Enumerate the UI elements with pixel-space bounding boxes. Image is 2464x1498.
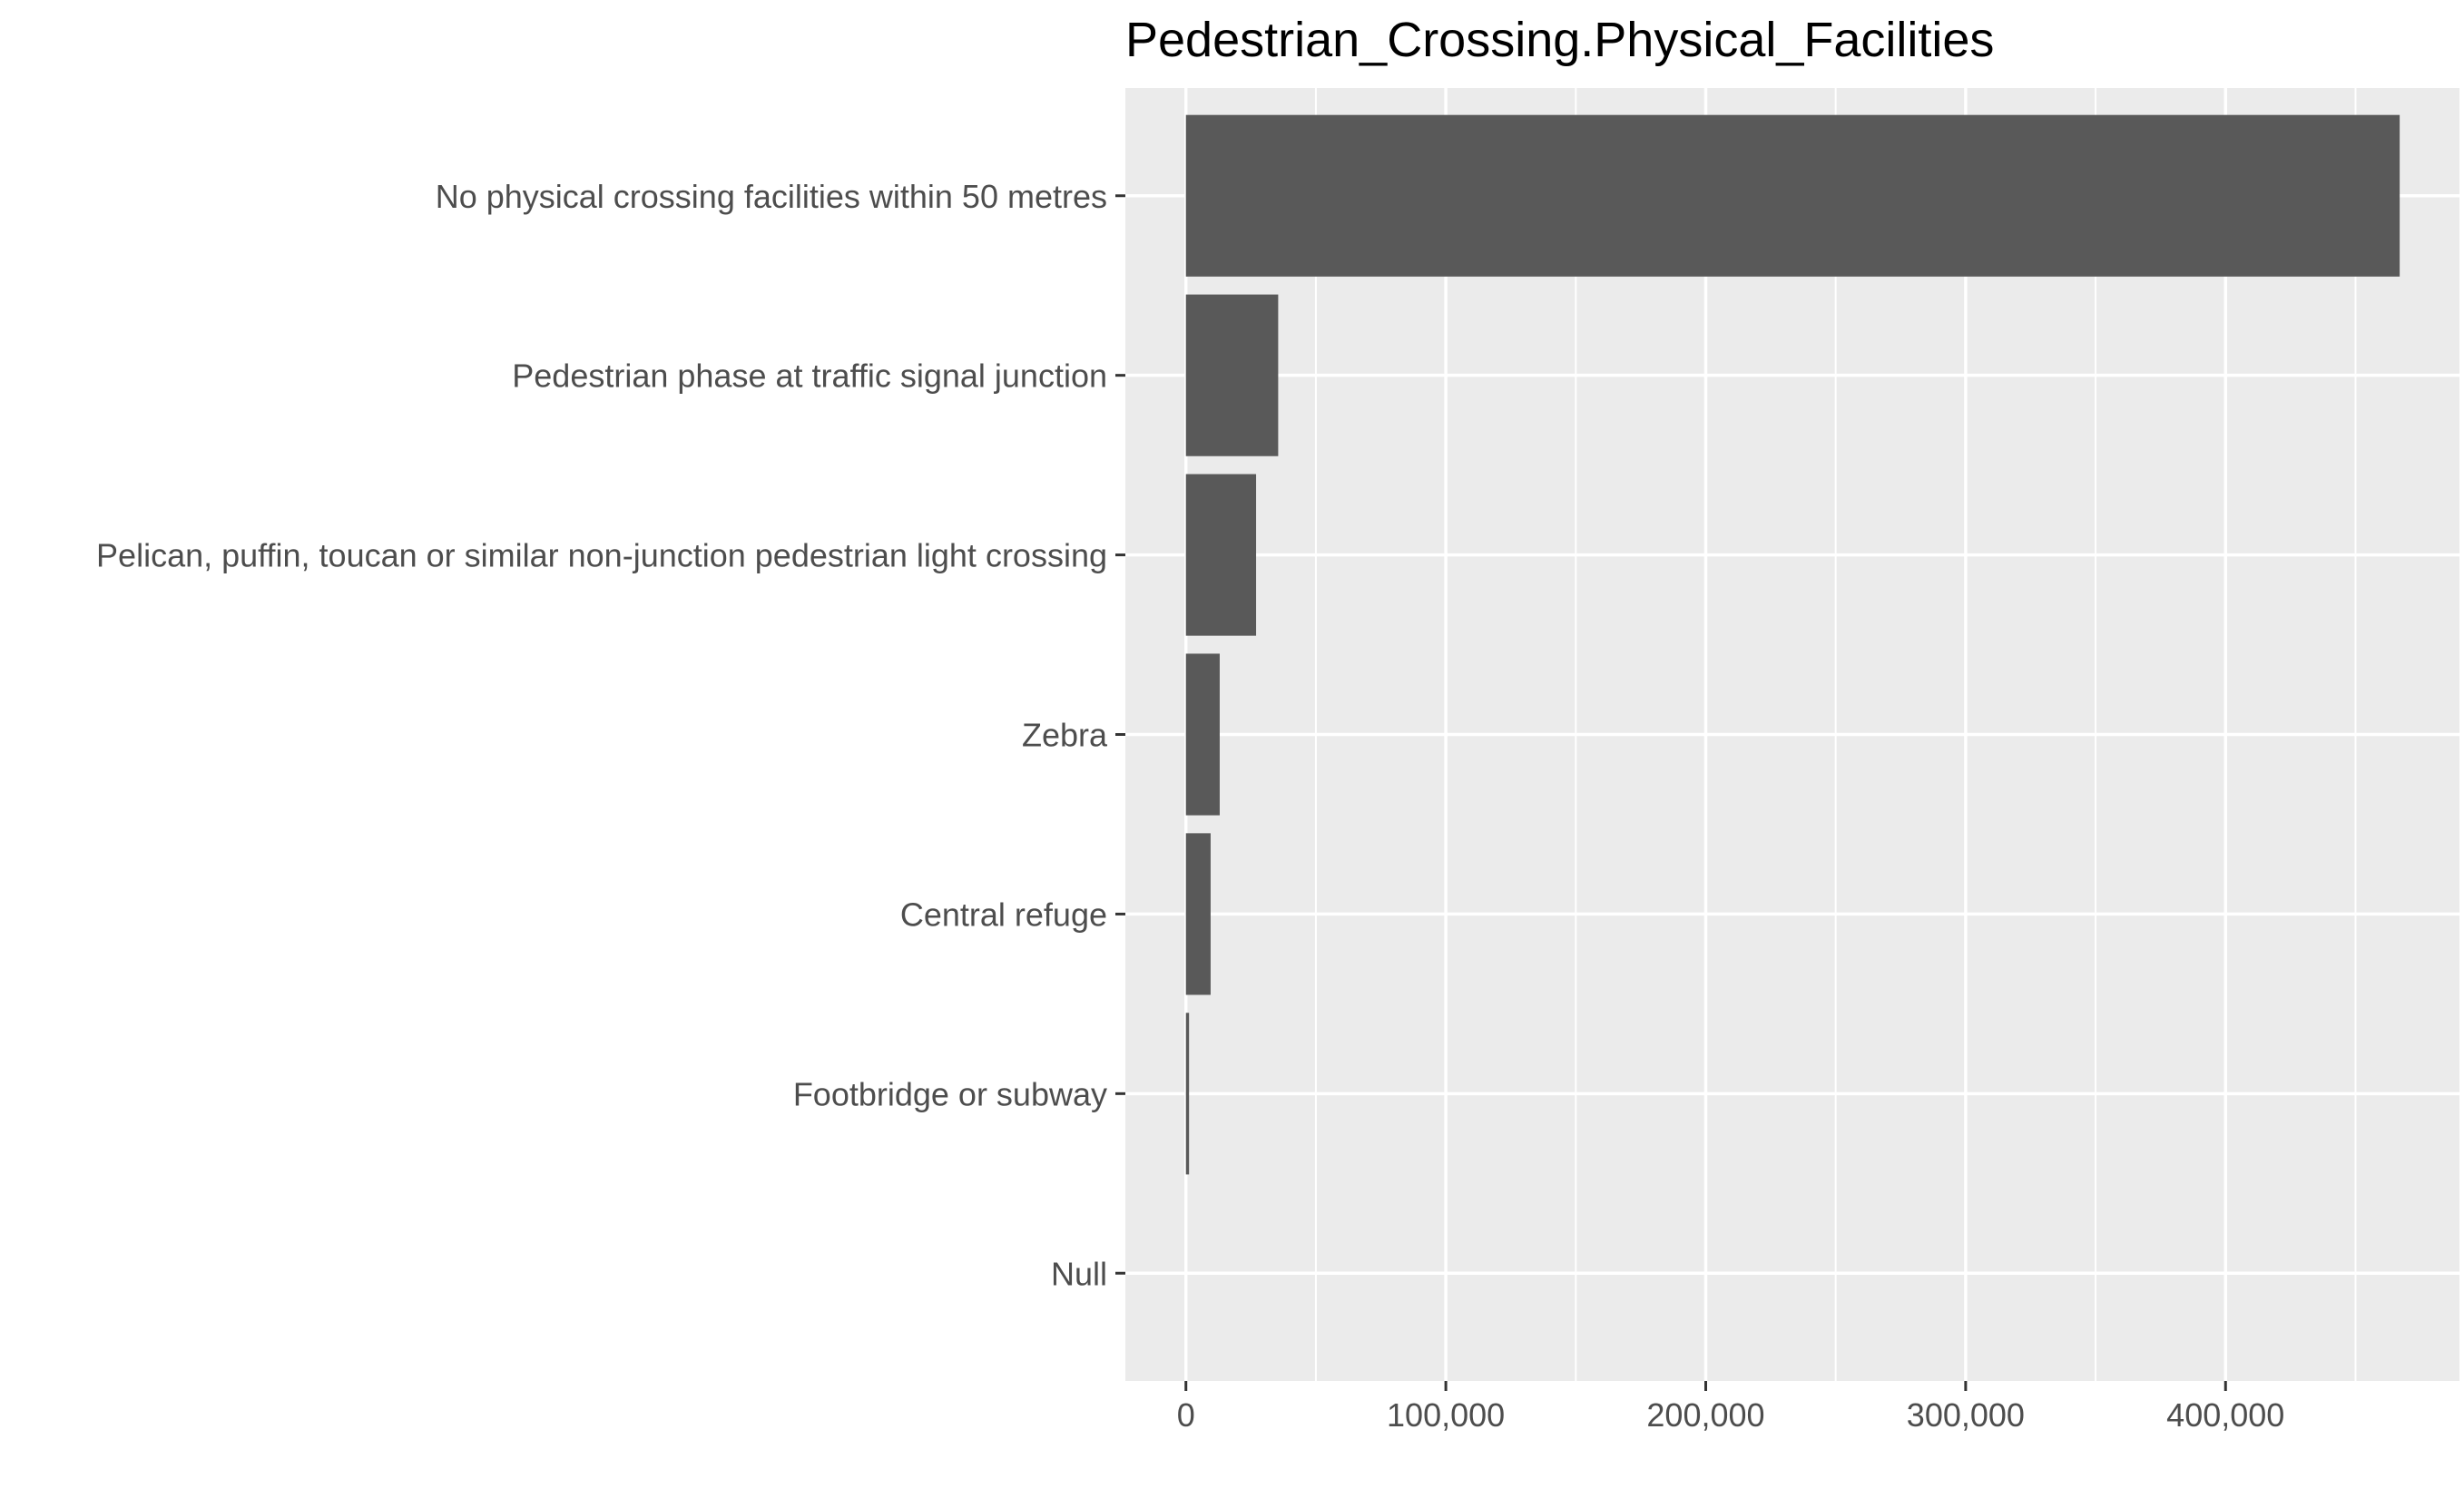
bars [1185, 114, 2400, 1175]
bar [1185, 114, 2400, 277]
y-tick-label: Pedestrian phase at traffic signal junct… [512, 357, 1107, 395]
y-tick-label: Pelican, puffin, toucan or similar non-j… [96, 537, 1107, 574]
bar [1185, 653, 1220, 816]
chart-title: Pedestrian_Crossing.Physical_Facilities [1125, 13, 1994, 67]
y-tick-label: Zebra [1022, 717, 1108, 754]
y-axis: No physical crossing facilities within 5… [96, 178, 1125, 1292]
y-tick-label: Central refuge [900, 896, 1107, 933]
y-tick-label: Null [1051, 1255, 1107, 1292]
x-tick-label: 200,000 [1646, 1396, 1764, 1434]
y-tick-label: Footbridge or subway [793, 1075, 1107, 1112]
x-tick-label: 300,000 [1907, 1396, 2025, 1434]
x-tick-label: 400,000 [2166, 1396, 2284, 1434]
x-axis: 0 100,000 200,000 300,000 400,000 [1177, 1381, 2284, 1434]
bar [1185, 474, 1257, 636]
bar [1185, 294, 1279, 456]
x-tick-label: 0 [1177, 1396, 1195, 1434]
x-tick-label: 100,000 [1387, 1396, 1505, 1434]
bar [1185, 833, 1211, 995]
bar [1185, 1013, 1190, 1175]
y-tick-label: No physical crossing facilities within 5… [436, 178, 1107, 215]
